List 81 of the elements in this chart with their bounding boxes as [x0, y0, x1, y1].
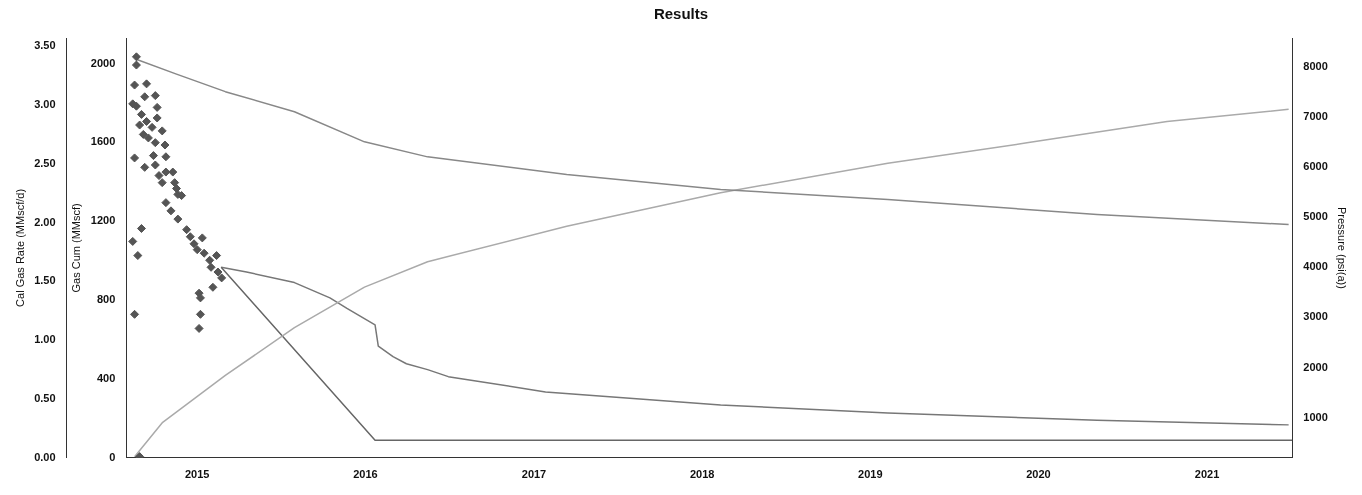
point: [135, 120, 145, 130]
y3-tick-label: 8000: [1303, 59, 1328, 72]
point: [166, 206, 176, 216]
y-tick-label: 2.50: [34, 156, 56, 169]
y-tick-label: 3.00: [34, 98, 56, 111]
point: [143, 133, 153, 143]
point: [199, 248, 209, 258]
chart-title: Results: [653, 5, 709, 23]
point: [205, 255, 215, 265]
y-tick-label: 1.00: [34, 333, 56, 346]
point: [185, 232, 195, 242]
point: [130, 153, 140, 163]
x-tick-label: 2017: [521, 468, 547, 481]
point: [140, 92, 150, 102]
point: [182, 225, 192, 235]
y2-tick-label: 1200: [90, 214, 116, 227]
point: [161, 152, 171, 162]
point: [131, 60, 141, 70]
point: [212, 251, 222, 261]
point: [157, 126, 167, 136]
point: [161, 167, 171, 177]
y2-tick-label: 0: [109, 450, 116, 463]
point: [197, 233, 207, 243]
y3-tick-label: 2000: [1303, 360, 1328, 373]
y3-axis-title: Pressure (psi(a)): [1336, 206, 1349, 289]
point: [130, 80, 140, 90]
point: [142, 79, 152, 89]
x-tick-label: 2021: [1194, 468, 1220, 481]
point: [152, 102, 162, 112]
y-tick-label: 0.50: [34, 392, 56, 405]
y2-tick-label: 2000: [90, 56, 116, 69]
point: [195, 293, 205, 303]
point: [128, 236, 138, 246]
point: [154, 171, 164, 181]
point: [157, 178, 167, 188]
point: [147, 122, 157, 132]
point: [168, 167, 178, 177]
point: [189, 239, 199, 249]
y3-tick-label: 7000: [1303, 109, 1328, 122]
y3-tick-label: 1000: [1303, 410, 1328, 423]
point: [148, 151, 158, 161]
point: [208, 282, 218, 292]
point: [150, 138, 160, 148]
x-tick-label: 2019: [858, 468, 883, 481]
y3-tick-label: 5000: [1303, 210, 1328, 223]
y2-tick-label: 1600: [90, 135, 116, 148]
x-tick-label: 2016: [353, 468, 378, 481]
y2-tick-label: 400: [96, 372, 116, 384]
point: [136, 224, 146, 233]
y-tick-label: 1.50: [34, 274, 56, 287]
point: [192, 245, 202, 255]
y2-tick-label: 800: [96, 293, 116, 306]
point: [173, 214, 183, 224]
y-tick-label: 3.50: [34, 39, 56, 52]
point: [138, 129, 148, 139]
point: [195, 309, 205, 319]
point: [140, 162, 150, 172]
y-axis-title: Cal Gas Rate (MMscf/d): [13, 188, 26, 307]
point: [206, 262, 216, 272]
point: [161, 198, 171, 208]
point: [194, 323, 204, 333]
y2-axis-title: Gas Cum (MMscf): [70, 203, 83, 293]
point: [150, 160, 160, 170]
y-tick-label: 0.00: [34, 450, 56, 463]
x-tick-label: 2020: [1026, 468, 1051, 481]
y3-tick-label: 6000: [1303, 159, 1328, 172]
x-tick-label: 2018: [689, 468, 715, 481]
point: [160, 140, 170, 150]
y3-tick-label: 3000: [1303, 310, 1328, 323]
point: [142, 116, 152, 126]
point: [213, 267, 223, 277]
point: [217, 273, 227, 283]
y3-tick-label: 4000: [1303, 260, 1328, 273]
point: [152, 113, 162, 123]
x-tick-label: 2015: [184, 468, 210, 481]
point: [131, 52, 141, 62]
point: [136, 109, 146, 119]
point: [133, 251, 143, 261]
y-tick-label: 2.00: [34, 215, 56, 228]
point: [130, 309, 140, 319]
point: [150, 91, 160, 101]
